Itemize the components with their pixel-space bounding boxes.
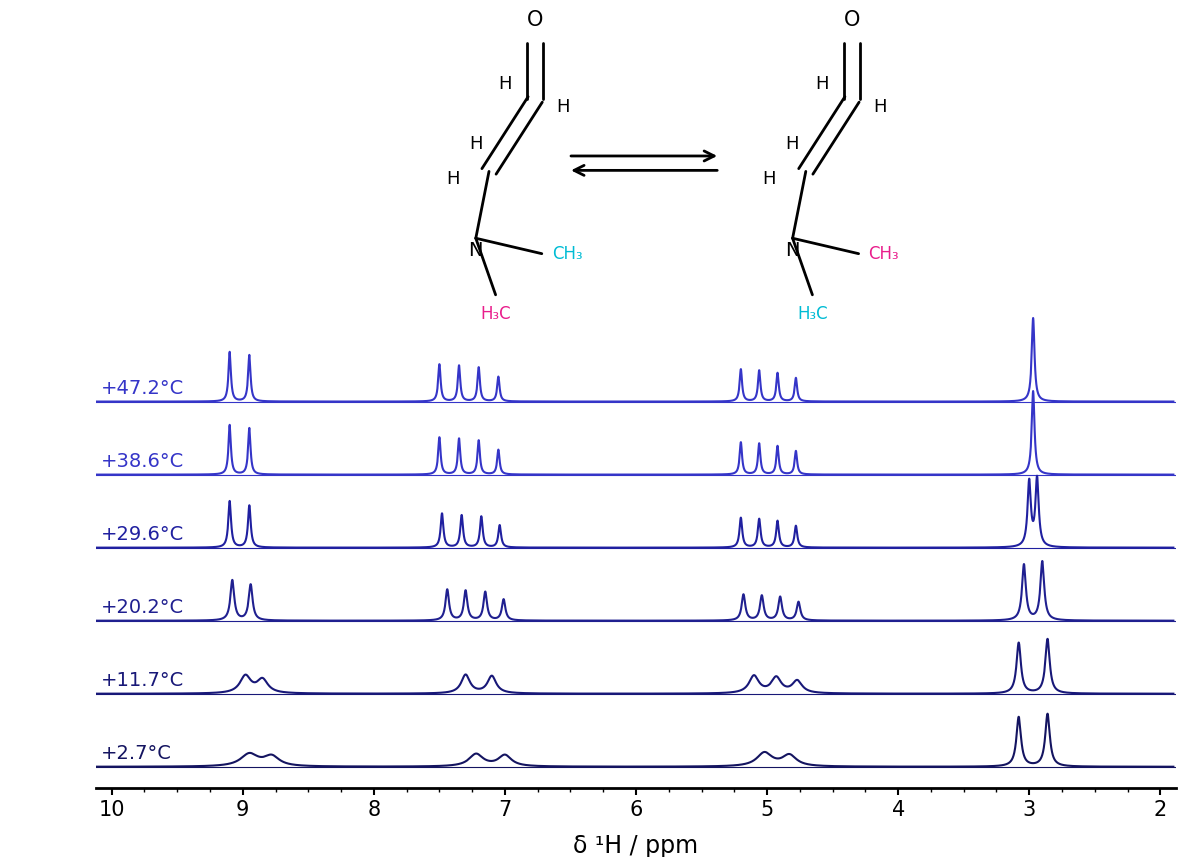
Text: O: O [527, 10, 544, 30]
Text: +29.6°C: +29.6°C [101, 525, 185, 544]
Text: H: H [499, 75, 512, 93]
Text: H₃C: H₃C [797, 305, 828, 323]
Text: CH₃: CH₃ [552, 244, 582, 263]
Text: H: H [874, 98, 887, 117]
Text: N: N [468, 241, 484, 260]
Text: H: H [763, 170, 776, 189]
Text: N: N [785, 241, 800, 260]
Text: H: H [469, 135, 482, 153]
Text: H: H [557, 98, 570, 117]
Text: O: O [844, 10, 860, 30]
Text: H₃C: H₃C [480, 305, 511, 323]
Text: CH₃: CH₃ [869, 244, 899, 263]
Text: +38.6°C: +38.6°C [101, 452, 185, 470]
Text: +47.2°C: +47.2°C [101, 379, 185, 398]
Text: H: H [786, 135, 799, 153]
Text: +11.7°C: +11.7°C [101, 671, 185, 690]
Text: H: H [446, 170, 460, 189]
Text: +20.2°C: +20.2°C [101, 598, 185, 617]
Text: +2.7°C: +2.7°C [101, 744, 172, 763]
Text: H: H [816, 75, 829, 93]
X-axis label: δ ¹H / ppm: δ ¹H / ppm [574, 834, 698, 857]
